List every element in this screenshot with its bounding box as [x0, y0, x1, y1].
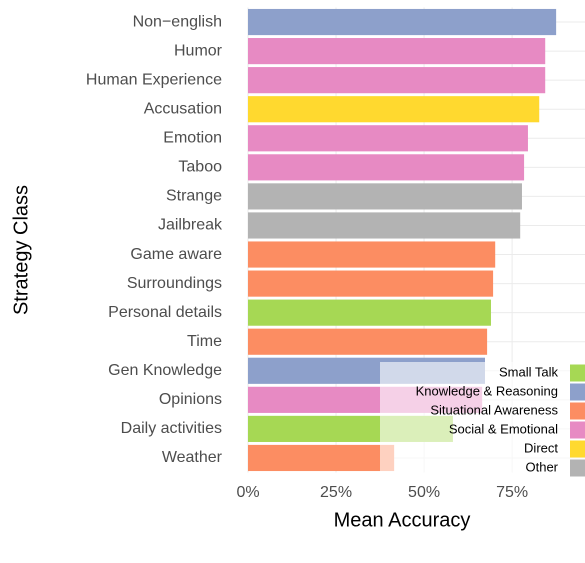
y-tick-label: Opinions: [159, 391, 222, 408]
bar: [248, 241, 496, 268]
x-tick-label: 0%: [236, 484, 259, 501]
legend-key: [570, 402, 585, 420]
legend-label: Knowledge & Reasoning: [416, 383, 558, 398]
legend-label: Situational Awareness: [430, 402, 558, 417]
legend-label: Other: [525, 459, 558, 474]
y-tick-label: Personal details: [108, 304, 222, 321]
y-tick-label: Accusation: [144, 100, 222, 117]
legend-label: Direct: [524, 440, 558, 455]
bar: [248, 444, 395, 472]
legend-key: [570, 383, 585, 401]
x-tick-label: 75%: [496, 484, 528, 501]
bar: [248, 328, 488, 355]
bar: [248, 183, 522, 210]
y-tick-label: Jailbreak: [158, 217, 223, 234]
y-tick-label: Game aware: [130, 246, 222, 263]
bar: [248, 125, 528, 152]
x-tick-label: 50%: [408, 484, 440, 501]
y-tick-label: Daily activities: [121, 420, 222, 437]
bar: [248, 67, 546, 94]
y-tick-label: Human Experience: [86, 71, 222, 88]
bar: [248, 8, 557, 36]
legend-label: Social & Emotional: [449, 421, 558, 436]
y-tick-label: Gen Knowledge: [108, 362, 222, 379]
y-tick-label: Weather: [162, 449, 223, 466]
y-tick-label: Taboo: [178, 159, 222, 176]
x-axis-title: Mean Accuracy: [334, 509, 471, 531]
legend-key: [570, 440, 585, 458]
bar: [248, 96, 540, 123]
bar: [248, 38, 546, 65]
bar: [248, 212, 521, 239]
bar: [248, 299, 491, 326]
y-tick-label: Emotion: [163, 130, 222, 147]
y-tick-label: Surroundings: [127, 275, 222, 292]
y-axis-title: Strategy Class: [10, 185, 32, 315]
legend-key: [570, 421, 585, 439]
x-tick-label: 25%: [320, 484, 352, 501]
legend-background: [380, 362, 585, 482]
legend-key: [570, 459, 585, 477]
y-tick-label: Strange: [166, 188, 222, 205]
bar: [248, 270, 494, 297]
legend-key: [570, 364, 585, 382]
legend: Small Talk Knowledge & Reasoning Situation…: [380, 362, 585, 482]
bar: [248, 154, 525, 181]
y-tick-label: Time: [187, 333, 222, 350]
y-tick-label: Non−english: [133, 13, 222, 30]
y-tick-label: Humor: [174, 42, 223, 59]
legend-label: Small Talk: [499, 364, 559, 379]
